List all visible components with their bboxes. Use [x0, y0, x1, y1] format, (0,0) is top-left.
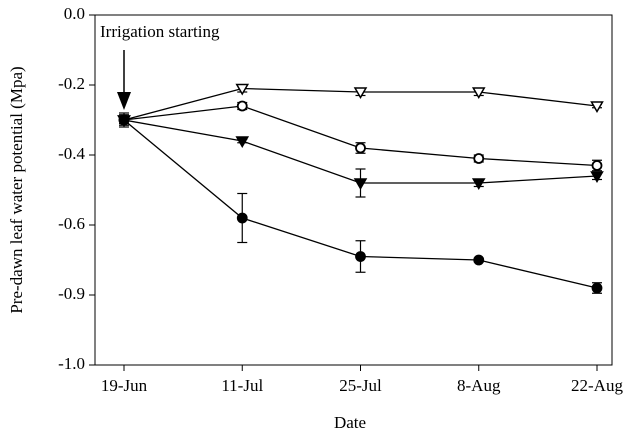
point	[355, 142, 366, 154]
y-axis-label: Pre-dawn leaf water potential (Mpa)	[7, 66, 26, 313]
y-tick-label: 0.0	[64, 4, 85, 23]
point	[590, 171, 604, 183]
point	[590, 101, 604, 113]
point	[236, 100, 248, 112]
point	[591, 160, 603, 171]
point	[236, 212, 248, 224]
arrow-head	[117, 92, 131, 110]
x-axis-label: Date	[334, 413, 366, 432]
point	[473, 153, 485, 164]
point	[353, 87, 368, 99]
point	[118, 114, 130, 126]
annotation: Irrigation starting	[100, 22, 220, 41]
point	[591, 282, 603, 294]
y-tick-label: -1.0	[58, 354, 85, 373]
point	[471, 87, 486, 99]
y-tick-label: -0.9	[58, 284, 85, 303]
point	[353, 178, 368, 190]
point	[355, 251, 366, 262]
x-tick-label: 8-Aug	[457, 376, 501, 395]
x-tick-label: 11-Jul	[221, 376, 263, 395]
x-tick-label: 19-Jun	[101, 376, 148, 395]
x-tick-label: 25-Jul	[339, 376, 382, 395]
y-tick-label: -0.2	[58, 74, 85, 93]
point	[235, 136, 250, 148]
point	[473, 254, 485, 266]
series-line	[123, 105, 598, 167]
point	[235, 83, 250, 96]
point	[471, 178, 486, 190]
x-tick-label: 22-Aug	[571, 376, 623, 395]
y-tick-label: -0.4	[58, 144, 85, 163]
y-tick-label: -0.6	[58, 214, 85, 233]
plot-frame	[94, 14, 613, 366]
